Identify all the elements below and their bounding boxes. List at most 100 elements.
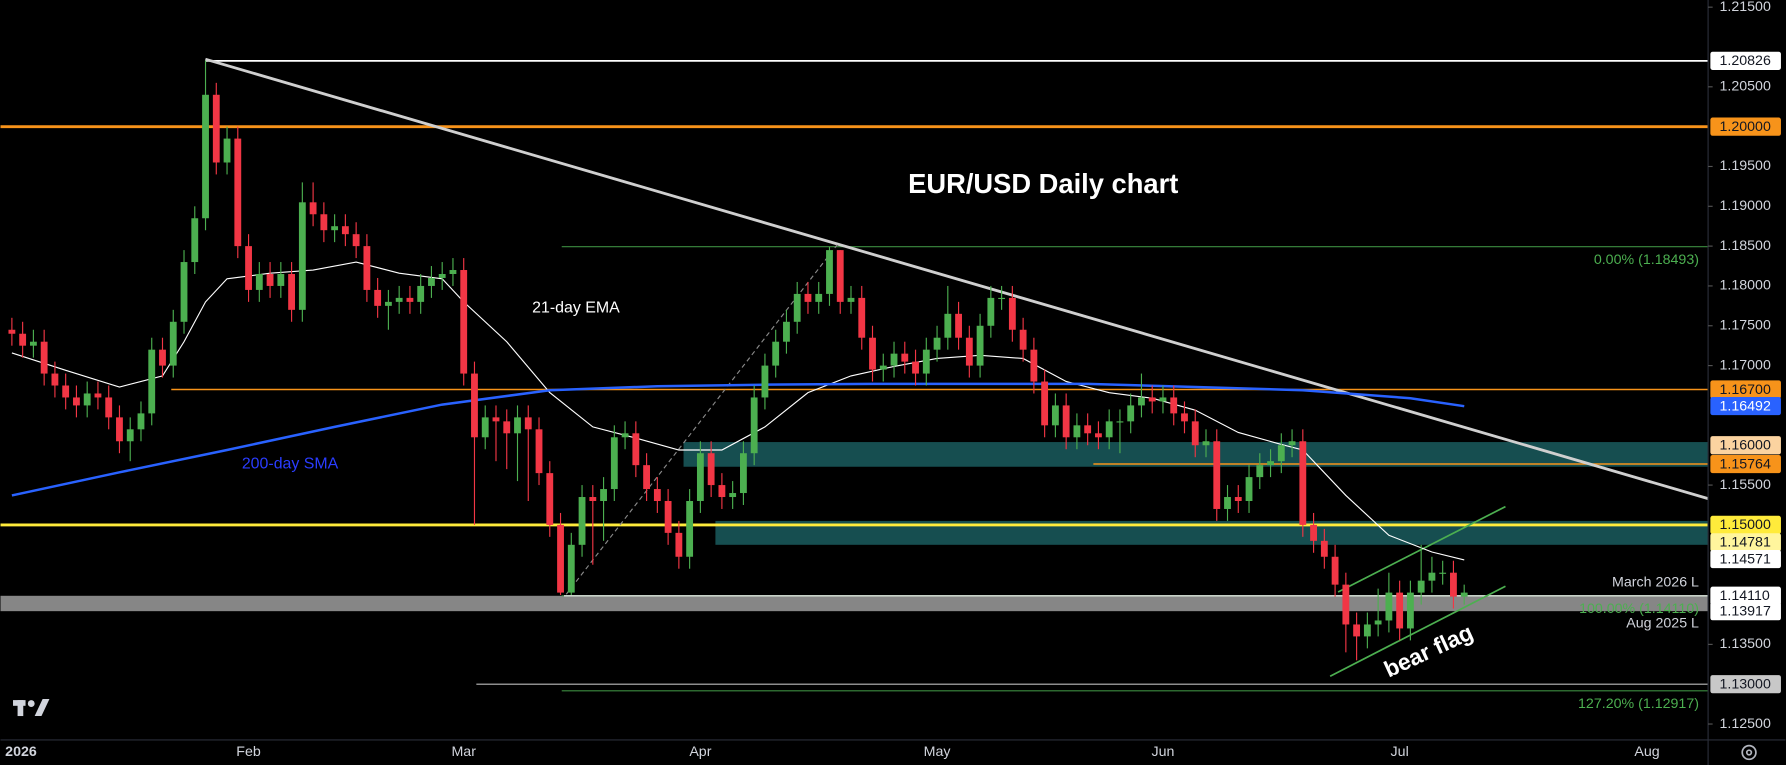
candle-body xyxy=(567,544,575,593)
candle-body xyxy=(1234,497,1242,502)
candle-body xyxy=(922,349,930,374)
candle-body xyxy=(471,373,478,438)
candle-body xyxy=(772,341,780,366)
candle-body xyxy=(783,321,790,342)
candle-body xyxy=(696,453,704,502)
candle-body xyxy=(1191,421,1199,446)
candle-body xyxy=(331,226,339,231)
candle-body xyxy=(1213,441,1221,509)
price-label-bg xyxy=(1710,396,1781,416)
candle-body xyxy=(298,202,306,310)
candles xyxy=(8,60,1468,661)
candle-body xyxy=(1310,524,1317,541)
candle-body xyxy=(632,433,640,466)
candle-body xyxy=(1019,329,1027,350)
settings-icon[interactable] xyxy=(1741,744,1757,761)
candle-body xyxy=(890,353,898,366)
candle-body xyxy=(793,293,801,322)
candle-body xyxy=(191,218,199,263)
candle-body xyxy=(707,453,715,486)
candle-body xyxy=(83,393,91,406)
candle-body xyxy=(384,301,392,306)
candle-body xyxy=(438,273,446,278)
zone xyxy=(0,595,1709,612)
candle-body xyxy=(1030,349,1038,382)
x-tick-label: 2026 xyxy=(5,744,37,760)
zone xyxy=(715,520,1709,545)
candle-body xyxy=(1073,425,1081,438)
x-tick-label: May xyxy=(924,744,952,760)
candle-body xyxy=(610,437,618,490)
candle-body xyxy=(578,497,586,545)
price-label: 1.13917 xyxy=(1719,603,1770,619)
candle-body xyxy=(202,94,209,219)
candle-body xyxy=(718,485,726,498)
price-label-bg xyxy=(1710,586,1781,605)
fib-label: 127.20% (1.12917) xyxy=(1578,696,1699,712)
candle-body xyxy=(1181,413,1188,422)
candle-body xyxy=(73,397,80,406)
candle-body xyxy=(341,226,349,235)
candle-body xyxy=(363,246,371,290)
candle-body xyxy=(169,321,177,366)
candle-body xyxy=(1385,592,1393,621)
y-tick-label: 1.21500 xyxy=(1719,0,1770,15)
price-label-bg xyxy=(1710,549,1781,569)
candle-body xyxy=(19,333,27,346)
candle-body xyxy=(912,361,919,374)
candle-body xyxy=(406,297,414,302)
logo xyxy=(13,698,50,717)
y-tick-label: 1.13500 xyxy=(1719,636,1770,652)
candle-body xyxy=(1460,592,1468,597)
candle-body xyxy=(449,270,457,274)
candle-body xyxy=(1267,461,1274,466)
candle-body xyxy=(266,273,274,286)
x-tick-label: Feb xyxy=(236,744,261,760)
candle-body xyxy=(137,413,145,430)
candle-body xyxy=(524,417,532,430)
candle-body xyxy=(1299,441,1307,525)
y-tick-label: 1.15500 xyxy=(1719,477,1770,493)
candle-body xyxy=(1428,572,1436,581)
candle-body xyxy=(1396,592,1404,629)
candle-body xyxy=(1116,421,1124,423)
y-tick-label: 1.17000 xyxy=(1719,357,1770,373)
candle-body xyxy=(761,365,769,398)
y-tick-label: 1.18500 xyxy=(1719,238,1770,254)
candle-body xyxy=(481,417,489,438)
candle-body xyxy=(815,293,823,302)
candle-body xyxy=(535,429,543,474)
candle-body xyxy=(965,337,973,366)
candle-body xyxy=(686,501,694,557)
candle-body xyxy=(148,349,156,414)
price-label: 1.15000 xyxy=(1719,517,1770,533)
candle-body xyxy=(1450,572,1457,597)
candle-body xyxy=(126,429,134,442)
candle-body xyxy=(1041,381,1049,426)
candle-body xyxy=(1095,433,1102,438)
candle-body xyxy=(223,138,231,163)
candle-body xyxy=(1245,477,1253,502)
price-label: 1.20000 xyxy=(1719,119,1770,135)
flag-lower xyxy=(1329,585,1506,677)
price-label-bg xyxy=(1710,51,1781,70)
price-label-bg xyxy=(1710,675,1781,694)
candle-body xyxy=(1008,297,1016,330)
fib-connector xyxy=(565,244,838,595)
axes: 0.00% (1.18493) 100.00% (1.14110) 127.20% … xyxy=(5,0,1781,760)
x-tick-label: Jun xyxy=(1152,744,1175,760)
price-label: 1.13000 xyxy=(1719,677,1770,693)
sma-label: 200-day SMA xyxy=(242,456,339,473)
price-label: 1.16700 xyxy=(1719,382,1770,398)
candle-body xyxy=(987,297,995,326)
candle-body xyxy=(1224,497,1231,509)
candle-body xyxy=(1331,556,1339,585)
candle-body xyxy=(492,417,500,422)
candle-body xyxy=(395,297,403,302)
candle-body xyxy=(643,465,651,490)
fib-label: 0.00% (1.18493) xyxy=(1594,252,1699,268)
candle-body xyxy=(212,94,220,163)
candle-body xyxy=(1353,624,1361,637)
candle-body xyxy=(998,297,1006,300)
